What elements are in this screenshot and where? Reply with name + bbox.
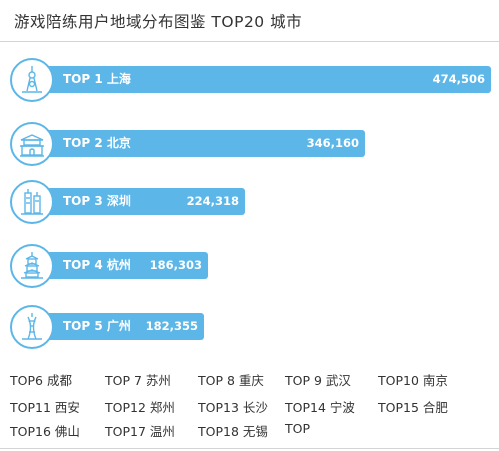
bar-category-label: TOP 4 杭州 — [63, 258, 131, 272]
other-city-item: TOP17 温州 — [105, 424, 175, 439]
bar-value-label: 186,303 — [149, 258, 202, 272]
shanghai-tower-icon — [10, 58, 54, 102]
bar — [25, 252, 208, 279]
bar-value-label: 346,160 — [306, 136, 359, 150]
bar-value-label: 474,506 — [432, 72, 485, 86]
bar-category-label: TOP 1 上海 — [63, 72, 131, 86]
other-city-item: TOP14 宁波 — [285, 400, 355, 415]
other-city-item: TOP 8 重庆 — [198, 373, 264, 388]
other-city-item: TOP — [285, 421, 311, 436]
bar-value-label: 182,355 — [145, 319, 198, 333]
hangzhou-pagoda-icon — [10, 244, 54, 288]
bar — [25, 188, 245, 215]
other-city-item: TOP15 合肥 — [378, 400, 448, 415]
other-city-item: TOP6 成都 — [10, 373, 72, 388]
bar-category-label: TOP 5 广州 — [63, 319, 131, 333]
bar — [25, 66, 491, 93]
bar-category-label: TOP 3 深圳 — [63, 194, 131, 208]
other-city-item: TOP18 无锡 — [198, 424, 268, 439]
bar-value-label: 224,318 — [186, 194, 239, 208]
bar — [25, 313, 204, 340]
bar-category-label: TOP 2 北京 — [63, 136, 131, 150]
tiananmen-icon — [10, 122, 54, 166]
bar-chart: TOP 1 上海 474,506 TOP 2 北京 346,160 TOP 3 深圳 22… — [10, 58, 491, 349]
canton-tower-icon — [10, 305, 54, 349]
other-city-item: TOP11 西安 — [10, 400, 80, 415]
other-city-item: TOP12 郑州 — [105, 400, 175, 415]
chart-title: 游戏陪练用户地域分布图鉴 TOP20 城市 — [14, 13, 303, 31]
other-city-item: TOP10 南京 — [378, 373, 448, 388]
other-city-item: TOP 7 苏州 — [105, 373, 171, 388]
bar — [25, 130, 365, 157]
other-city-item: TOP 9 武汉 — [285, 373, 351, 388]
bottom-divider — [0, 448, 499, 449]
title-divider — [0, 41, 499, 42]
shenzhen-tower-icon — [10, 180, 54, 224]
other-city-item: TOP16 佛山 — [10, 424, 80, 439]
other-city-item: TOP13 长沙 — [198, 400, 268, 415]
